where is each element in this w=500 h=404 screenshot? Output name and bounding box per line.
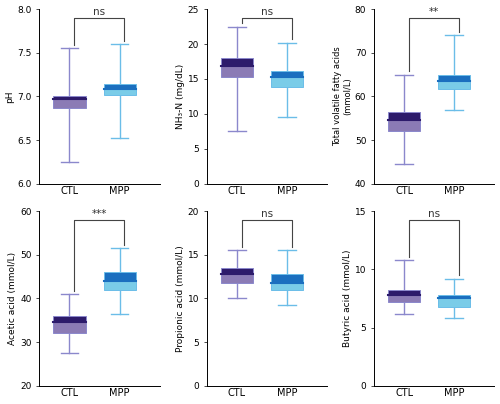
- Text: **: **: [429, 7, 439, 17]
- Y-axis label: NH₃-N (mg/dL): NH₃-N (mg/dL): [176, 64, 185, 129]
- Bar: [388, 120, 420, 131]
- Bar: [104, 84, 136, 89]
- Text: ns: ns: [260, 209, 273, 219]
- Y-axis label: Acetic acid (mmol/L): Acetic acid (mmol/L): [8, 252, 18, 345]
- Y-axis label: Butyric acid (mmol/L): Butyric acid (mmol/L): [343, 250, 352, 347]
- Bar: [438, 299, 470, 307]
- Bar: [220, 58, 253, 66]
- Bar: [104, 89, 136, 95]
- Text: ns: ns: [260, 7, 273, 17]
- Y-axis label: Propionic acid (mmol/L): Propionic acid (mmol/L): [176, 245, 185, 352]
- Bar: [220, 268, 253, 274]
- Bar: [271, 77, 303, 87]
- Y-axis label: Total volatile fatty acids
(mmol/L): Total volatile fatty acids (mmol/L): [332, 46, 352, 146]
- Bar: [271, 283, 303, 290]
- Text: ns: ns: [94, 7, 106, 17]
- Bar: [220, 274, 253, 283]
- Bar: [388, 290, 420, 295]
- Bar: [388, 112, 420, 120]
- Bar: [220, 66, 253, 77]
- Bar: [104, 281, 136, 290]
- Bar: [54, 97, 86, 99]
- Text: ***: ***: [92, 209, 107, 219]
- Bar: [271, 71, 303, 77]
- Bar: [438, 76, 470, 81]
- Bar: [438, 81, 470, 88]
- Bar: [54, 316, 86, 322]
- Y-axis label: pH: pH: [6, 90, 15, 103]
- Bar: [54, 322, 86, 333]
- Text: ns: ns: [428, 209, 440, 219]
- Bar: [54, 99, 86, 108]
- Bar: [438, 295, 470, 299]
- Bar: [104, 272, 136, 281]
- Bar: [271, 274, 303, 283]
- Bar: [388, 295, 420, 302]
